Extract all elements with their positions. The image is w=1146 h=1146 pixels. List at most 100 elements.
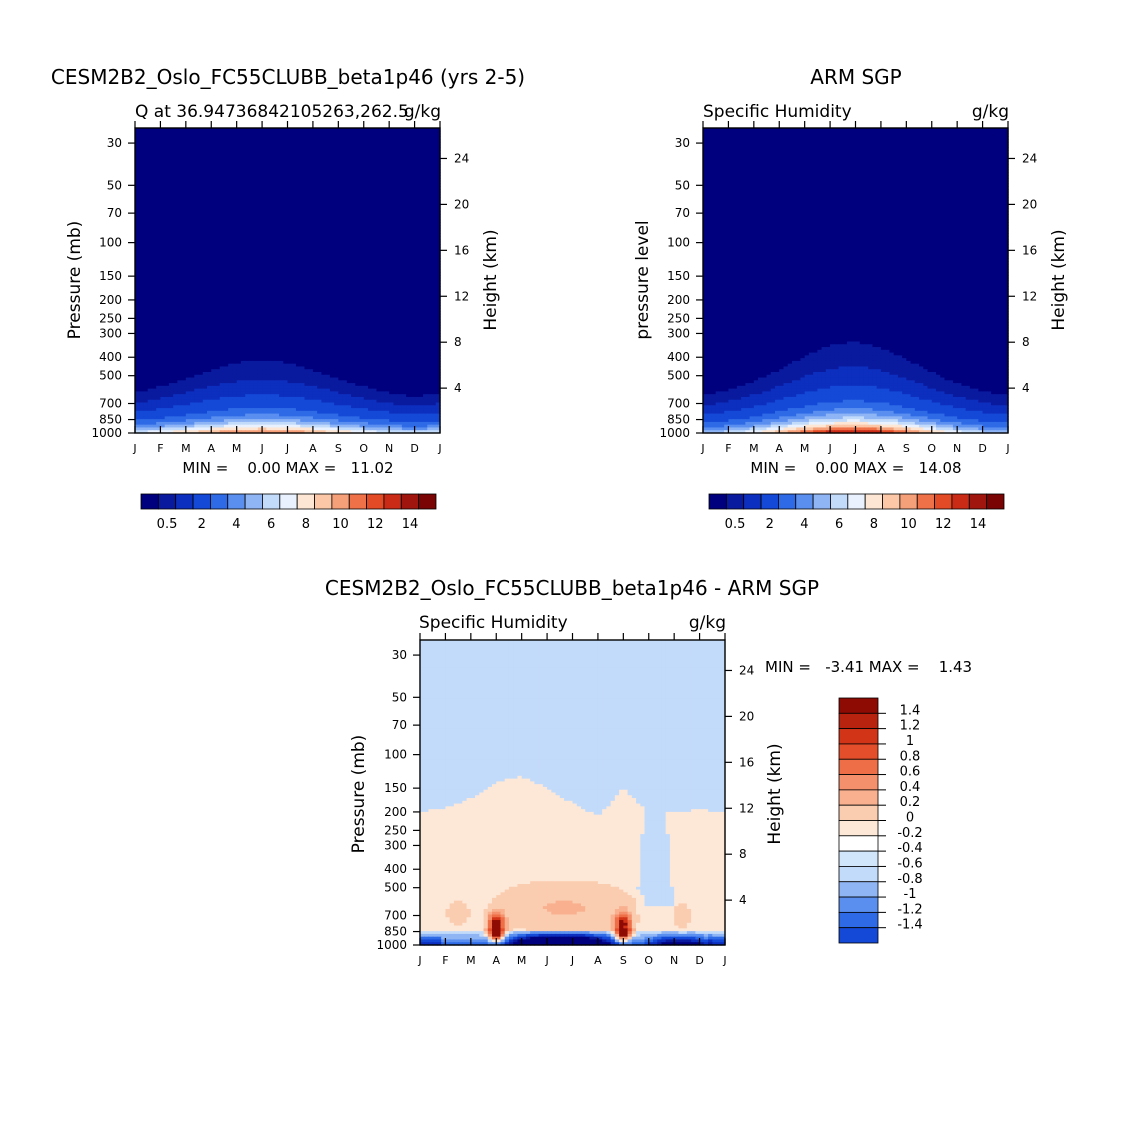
contour-cell bbox=[295, 128, 301, 132]
contour-cell bbox=[223, 205, 229, 210]
contour-cell bbox=[300, 200, 306, 204]
contour-cell bbox=[190, 200, 195, 204]
contour-cell bbox=[232, 150, 238, 154]
contour-cell bbox=[135, 216, 140, 221]
contour-cell bbox=[427, 175, 433, 179]
contour-cell bbox=[215, 164, 221, 168]
contour-cell bbox=[304, 222, 310, 226]
contour-cell bbox=[173, 141, 178, 146]
contour-cell bbox=[351, 191, 356, 196]
contour-cell bbox=[384, 213, 390, 218]
contour-cell bbox=[279, 208, 284, 212]
contour-cell bbox=[143, 152, 149, 157]
contour-cell bbox=[211, 139, 217, 143]
contour-cell bbox=[376, 128, 382, 132]
contour-cell bbox=[410, 164, 416, 168]
contour-cell bbox=[355, 233, 361, 237]
contour-cell bbox=[283, 205, 289, 210]
contour-cell bbox=[287, 177, 293, 182]
contour-cell bbox=[270, 130, 276, 135]
contour-cell bbox=[236, 230, 242, 234]
contour-cell bbox=[321, 238, 327, 243]
contour-cell bbox=[414, 233, 420, 237]
contour-cell bbox=[359, 183, 365, 187]
contour-cell bbox=[367, 236, 373, 240]
contour-cell bbox=[228, 252, 234, 257]
contour-cell bbox=[232, 244, 238, 248]
contour-cell bbox=[177, 238, 183, 243]
contour-cell bbox=[410, 189, 416, 193]
contour-cell bbox=[236, 128, 242, 132]
contour-cell bbox=[329, 244, 335, 248]
contour-cell bbox=[168, 244, 174, 248]
contour-cell bbox=[168, 136, 174, 140]
contour-cell bbox=[164, 200, 170, 204]
contour-cell bbox=[266, 133, 272, 137]
contour-cell bbox=[240, 139, 246, 143]
contour-cell bbox=[198, 222, 204, 226]
contour-cell bbox=[236, 186, 242, 190]
contour-cell bbox=[207, 205, 212, 210]
contour-cell bbox=[312, 172, 318, 176]
contour-cell bbox=[295, 139, 301, 143]
contour-cell bbox=[156, 180, 162, 185]
contour-cell bbox=[321, 250, 327, 254]
contour-cell bbox=[338, 169, 344, 173]
contour-cell bbox=[410, 230, 416, 234]
contour-cell bbox=[156, 183, 162, 187]
contour-cell bbox=[317, 164, 322, 168]
contour-cell bbox=[355, 130, 361, 135]
contour-cell bbox=[334, 211, 339, 215]
contour-cell bbox=[321, 186, 327, 190]
contour-cell bbox=[308, 155, 314, 160]
contour-cell bbox=[384, 200, 390, 204]
contour-cell bbox=[376, 130, 382, 135]
contour-cell bbox=[304, 241, 310, 246]
contour-cell bbox=[410, 133, 416, 137]
contour-cell bbox=[215, 216, 221, 221]
contour-cell bbox=[266, 180, 272, 185]
contour-cell bbox=[266, 164, 272, 168]
contour-cell bbox=[312, 183, 318, 187]
contour-cell bbox=[397, 139, 403, 143]
contour-cell bbox=[143, 130, 149, 135]
contour-cell bbox=[257, 166, 263, 171]
contour-cell bbox=[397, 250, 403, 254]
contour-cell bbox=[359, 147, 365, 151]
contour-cell bbox=[279, 236, 284, 240]
contour-cell bbox=[177, 191, 183, 196]
contour-cell bbox=[135, 222, 140, 226]
contour-cell bbox=[266, 172, 272, 176]
contour-cell bbox=[291, 144, 297, 149]
contour-cell bbox=[312, 191, 318, 196]
contour-cell bbox=[380, 202, 386, 207]
contour-cell bbox=[414, 158, 420, 162]
contour-cell bbox=[215, 233, 221, 237]
contour-cell bbox=[266, 141, 272, 146]
contour-cell bbox=[143, 144, 149, 149]
contour-cell bbox=[236, 141, 242, 146]
contour-cell bbox=[223, 213, 229, 218]
contour-cell bbox=[257, 247, 263, 251]
contour-cell bbox=[270, 128, 276, 132]
contour-cell bbox=[151, 136, 157, 140]
contour-cell bbox=[215, 252, 221, 257]
contour-cell bbox=[245, 133, 250, 137]
contour-cell bbox=[338, 180, 344, 185]
contour-cell bbox=[427, 147, 433, 151]
contour-cell bbox=[240, 158, 246, 162]
contour-cell bbox=[372, 186, 378, 190]
contour-cell bbox=[287, 225, 293, 229]
contour-cell bbox=[363, 166, 369, 171]
contour-cell bbox=[207, 238, 212, 243]
contour-cell bbox=[363, 183, 369, 187]
contour-cell bbox=[198, 164, 204, 168]
contour-cell bbox=[300, 141, 306, 146]
contour-cell bbox=[266, 147, 272, 151]
contour-cell bbox=[406, 202, 411, 207]
contour-cell bbox=[287, 130, 293, 135]
contour-cell bbox=[223, 208, 229, 212]
contour-cell bbox=[240, 211, 246, 215]
contour-cell bbox=[325, 177, 331, 182]
contour-cell bbox=[253, 152, 259, 157]
